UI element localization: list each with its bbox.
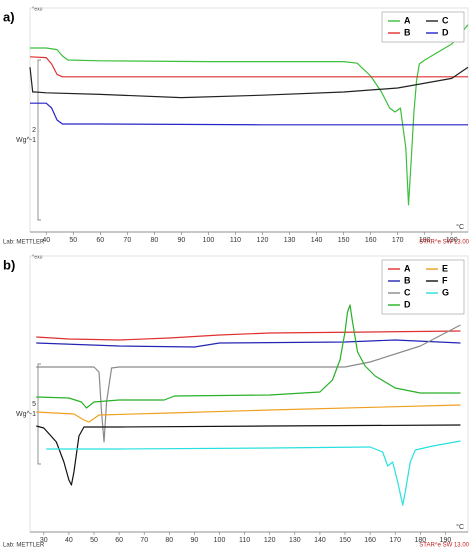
x-tick-label: 140 xyxy=(311,237,323,244)
x-tick-label: 110 xyxy=(239,537,250,544)
x-tick-label: 170 xyxy=(389,537,401,544)
legend-box xyxy=(381,259,465,315)
x-tick-label: 190 xyxy=(440,537,452,544)
x-tick-label: 140 xyxy=(314,537,326,544)
series-line xyxy=(36,339,461,348)
scale-bar-value: 2 xyxy=(32,127,36,134)
legend-label: C xyxy=(442,15,449,25)
x-axis-label: °C xyxy=(456,223,464,231)
x-tick-label: 120 xyxy=(264,537,276,544)
scale-bar-unit: Wg^-1 xyxy=(16,411,36,418)
panel-label: b) xyxy=(3,257,15,272)
legend-label: G xyxy=(442,287,449,297)
x-tick-label: 120 xyxy=(257,237,269,244)
legend-label: E xyxy=(442,263,448,273)
x-axis-label: °C xyxy=(456,523,464,531)
legend-label: B xyxy=(404,27,411,37)
legend-label: A xyxy=(404,15,411,25)
x-tick-label: 180 xyxy=(419,237,431,244)
x-tick-label: 90 xyxy=(178,237,186,244)
x-tick-label: 30 xyxy=(40,537,48,544)
x-tick-label: 170 xyxy=(392,237,404,244)
series-line xyxy=(36,330,461,341)
x-tick-label: 60 xyxy=(96,237,104,244)
x-tick-label: 40 xyxy=(65,537,73,544)
x-tick-label: 130 xyxy=(284,237,296,244)
software-label: STAR^e SW 13.00 xyxy=(419,240,469,246)
panel-label: a) xyxy=(3,9,15,24)
series-line xyxy=(36,324,461,443)
scale-bar-unit: Wg^-1 xyxy=(16,137,36,144)
lab-label: Lab: METTLER xyxy=(3,240,45,246)
legend-label: D xyxy=(442,27,449,37)
exo-label: ^exo xyxy=(32,254,43,260)
legend-label: F xyxy=(442,275,448,285)
x-tick-label: 100 xyxy=(214,537,226,544)
x-tick-label: 160 xyxy=(365,237,377,244)
x-tick-label: 90 xyxy=(191,537,199,544)
x-tick-label: 70 xyxy=(123,237,131,244)
x-tick-label: 150 xyxy=(338,237,350,244)
exo-label: ^exo xyxy=(32,6,43,12)
x-tick-label: 50 xyxy=(90,537,98,544)
legend-box xyxy=(381,11,465,43)
series-line xyxy=(30,102,468,126)
series-line xyxy=(36,404,461,423)
x-tick-label: 70 xyxy=(140,537,148,544)
x-tick-label: 150 xyxy=(339,537,351,544)
series-line xyxy=(46,440,461,506)
software-label: STAR^e SW 13.00 xyxy=(419,543,469,549)
x-tick-label: 80 xyxy=(150,237,158,244)
series-line xyxy=(36,304,461,409)
x-tick-label: 190 xyxy=(446,237,458,244)
x-tick-label: 40 xyxy=(42,237,50,244)
legend-label: B xyxy=(404,275,411,285)
x-tick-label: 180 xyxy=(414,537,426,544)
series-line xyxy=(29,56,468,78)
series-line xyxy=(29,66,469,99)
x-tick-label: 50 xyxy=(69,237,77,244)
x-tick-label: 60 xyxy=(115,537,123,544)
legend-label: A xyxy=(404,263,411,273)
series-line xyxy=(36,424,461,486)
x-tick-label: 130 xyxy=(289,537,301,544)
x-tick-label: 100 xyxy=(203,237,215,244)
x-tick-label: 80 xyxy=(165,537,173,544)
legend-label: D xyxy=(404,299,411,309)
scale-bar-value: 5 xyxy=(32,401,36,408)
lab-label: Lab: METTLER xyxy=(3,543,45,549)
x-tick-label: 110 xyxy=(230,237,241,244)
legend-label: C xyxy=(404,287,411,297)
scale-bar xyxy=(37,59,41,221)
scale-bar xyxy=(37,363,41,465)
series-line xyxy=(30,24,469,206)
x-tick-label: 160 xyxy=(364,537,376,544)
